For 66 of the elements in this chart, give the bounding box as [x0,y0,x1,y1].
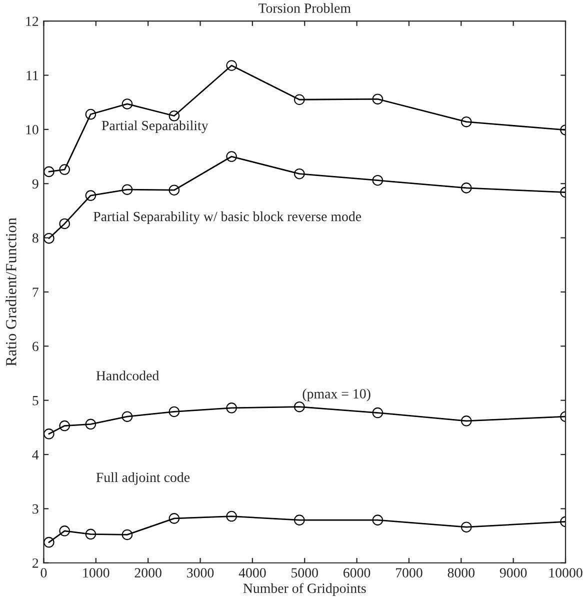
y-axis-title: Ratio Gradient/Function [6,218,16,366]
series-label: Partial Separability [102,120,208,134]
point [85,418,96,430]
series-label: Partial Separability w/ basic block reverse mode [94,211,362,224]
point [122,411,133,422]
point [59,164,70,175]
x-axis-title: Number of Gridpoints [243,583,366,596]
y-tick-label: 7 [32,288,38,297]
y-tick-label: 3 [32,504,38,514]
point [168,406,180,418]
y-tick-label: 9 [32,179,38,189]
x-tick-label: 1000 [83,568,110,578]
point [226,510,237,522]
x-tick-label: 5000 [292,568,318,578]
text: Full adjoint code [96,472,190,485]
x-tick-label: 8000 [448,568,475,578]
point [122,184,133,195]
y-tick-label: 5 [32,396,38,406]
point [226,402,237,414]
x-tick-label: 3000 [187,568,214,578]
y-tick-label: 11 [26,70,38,80]
point [59,526,70,536]
point [168,513,180,524]
point [168,184,180,196]
annotation: (pmax = 10) [302,388,370,402]
point [226,60,237,71]
y-tick-label: 12 [26,16,38,26]
text: Handcoded [96,370,159,380]
point [44,536,54,548]
point [59,420,70,432]
point [460,182,472,194]
point [372,94,384,104]
x-tick-label: 0 [40,568,47,578]
point [460,116,472,128]
x-tick-label: 9000 [500,568,527,578]
x-tick-label: 4000 [238,568,266,578]
point [85,528,96,540]
point [44,428,54,440]
point [59,218,70,230]
x-tick-label: 2000 [134,568,162,578]
point [294,94,305,106]
point [372,514,384,526]
point [85,190,96,201]
point [44,232,54,244]
point [460,416,472,426]
chart-title: Torsion Problem [258,3,351,13]
point [294,168,305,180]
point [372,174,384,186]
x-tick-label: 7000 [396,568,422,578]
point [294,514,305,526]
x-tick-label: 6000 [344,568,370,578]
point [168,110,180,122]
point [226,151,237,162]
y-tick-label: 4 [32,450,39,460]
point [372,407,384,418]
y-tick-label: 10 [26,125,38,134]
point [460,522,472,532]
point [44,166,54,178]
point [122,98,133,110]
point [122,529,133,540]
point [294,401,305,412]
x-tick-label: 10000 [549,568,582,578]
y-tick-label: 8 [32,233,38,243]
point [85,108,96,120]
y-tick-label: 6 [32,342,38,352]
y-tick-label: 2 [32,558,38,568]
